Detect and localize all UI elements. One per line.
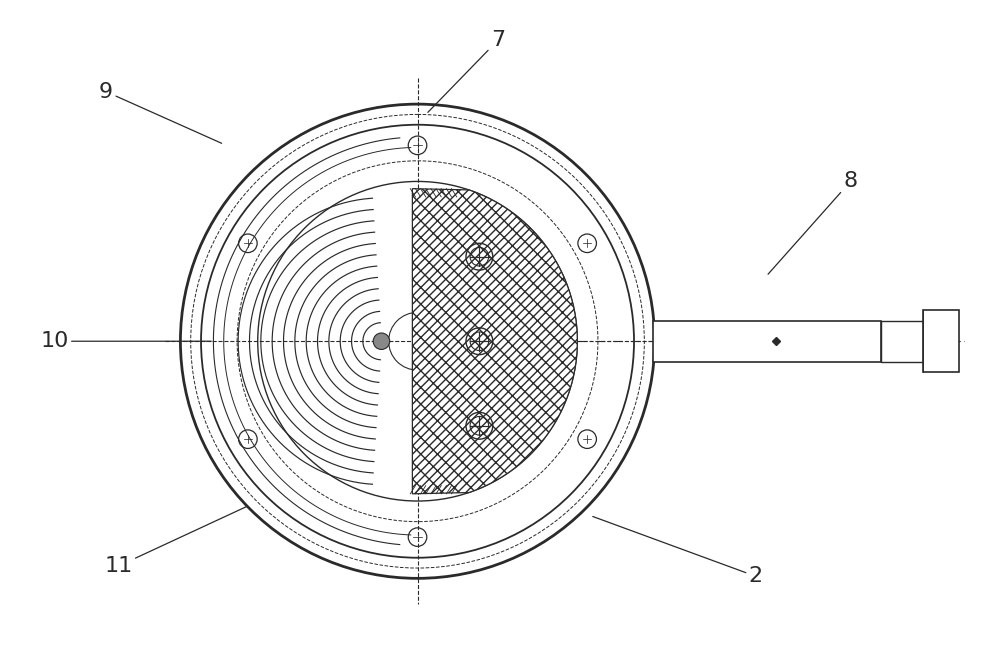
Bar — [653, 321, 881, 362]
Text: 7: 7 — [428, 30, 505, 112]
Text: 9: 9 — [99, 82, 222, 143]
Polygon shape — [412, 189, 577, 494]
Text: 2: 2 — [593, 516, 763, 586]
Circle shape — [373, 333, 390, 350]
Text: 10: 10 — [40, 331, 211, 352]
Text: 8: 8 — [768, 171, 858, 274]
Bar — [881, 321, 923, 362]
Text: 11: 11 — [104, 506, 247, 576]
Bar — [923, 310, 959, 372]
